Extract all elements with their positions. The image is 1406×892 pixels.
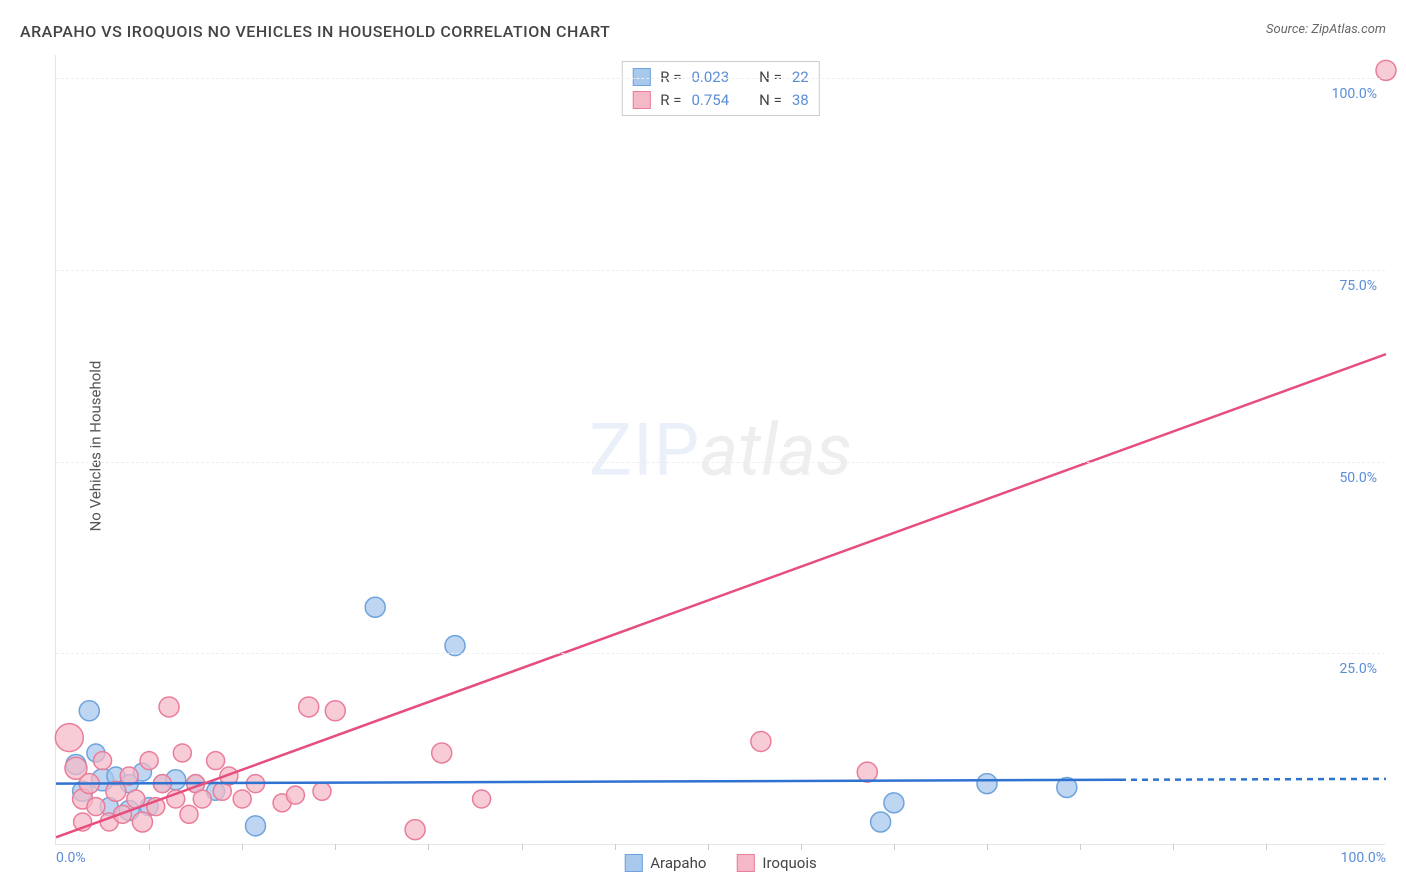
data-point bbox=[299, 697, 319, 717]
x-tick-mark bbox=[522, 844, 523, 850]
data-point bbox=[87, 798, 105, 816]
y-tick-label: 50.0% bbox=[1339, 470, 1377, 486]
x-tick-mark bbox=[1173, 844, 1174, 850]
trend-line-dashed bbox=[1120, 779, 1386, 780]
x-tick-mark bbox=[428, 844, 429, 850]
chart-svg bbox=[56, 55, 1385, 844]
data-point bbox=[55, 724, 83, 752]
data-point bbox=[313, 782, 331, 800]
legend-swatch bbox=[736, 854, 754, 872]
data-point bbox=[180, 805, 198, 823]
data-point bbox=[871, 812, 891, 832]
x-tick-mark bbox=[1266, 844, 1267, 850]
gridline bbox=[56, 653, 1385, 654]
y-tick-label: 75.0% bbox=[1339, 278, 1377, 294]
x-tick-mark bbox=[242, 844, 243, 850]
x-tick-label: 100.0% bbox=[1341, 850, 1386, 866]
x-tick-mark bbox=[615, 844, 616, 850]
data-point bbox=[233, 790, 251, 808]
data-point bbox=[432, 743, 452, 763]
data-point bbox=[132, 812, 152, 832]
gridline bbox=[56, 78, 1385, 79]
data-point bbox=[173, 744, 191, 762]
data-point bbox=[140, 752, 158, 770]
x-tick-mark bbox=[149, 844, 150, 850]
x-tick-mark bbox=[1080, 844, 1081, 850]
legend-label: Iroquois bbox=[762, 854, 816, 872]
data-point bbox=[207, 752, 225, 770]
x-tick-mark bbox=[801, 844, 802, 850]
data-point bbox=[857, 762, 877, 782]
series-legend: Arapaho Iroquois bbox=[624, 854, 816, 872]
gridline bbox=[56, 270, 1385, 271]
legend-label: Arapaho bbox=[650, 854, 706, 872]
x-tick-mark bbox=[894, 844, 895, 850]
x-tick-label: 0.0% bbox=[56, 850, 86, 866]
y-tick-label: 25.0% bbox=[1339, 661, 1377, 677]
gridline bbox=[56, 462, 1385, 463]
data-point bbox=[193, 790, 211, 808]
data-point bbox=[884, 793, 904, 813]
data-point bbox=[751, 731, 771, 751]
trend-line bbox=[56, 354, 1386, 837]
data-point bbox=[286, 786, 304, 804]
legend-swatch bbox=[624, 854, 642, 872]
legend-item: Arapaho bbox=[624, 854, 706, 872]
data-point bbox=[325, 701, 345, 721]
data-point bbox=[94, 752, 112, 770]
data-point bbox=[977, 774, 997, 794]
data-point bbox=[473, 790, 491, 808]
x-tick-mark bbox=[335, 844, 336, 850]
legend-item: Iroquois bbox=[736, 854, 816, 872]
y-tick-label: 100.0% bbox=[1332, 86, 1377, 102]
x-tick-mark bbox=[987, 844, 988, 850]
data-point bbox=[365, 597, 385, 617]
data-point bbox=[405, 820, 425, 840]
source-attribution: Source: ZipAtlas.com bbox=[1266, 22, 1386, 37]
x-tick-mark bbox=[708, 844, 709, 850]
data-point bbox=[79, 701, 99, 721]
plot-area: ZIPatlas R =0.023N =22R =0.754N =38 Arap… bbox=[55, 55, 1385, 845]
chart-title: ARAPAHO VS IROQUOIS NO VEHICLES IN HOUSE… bbox=[20, 22, 610, 41]
data-point bbox=[246, 816, 266, 836]
data-point bbox=[159, 697, 179, 717]
